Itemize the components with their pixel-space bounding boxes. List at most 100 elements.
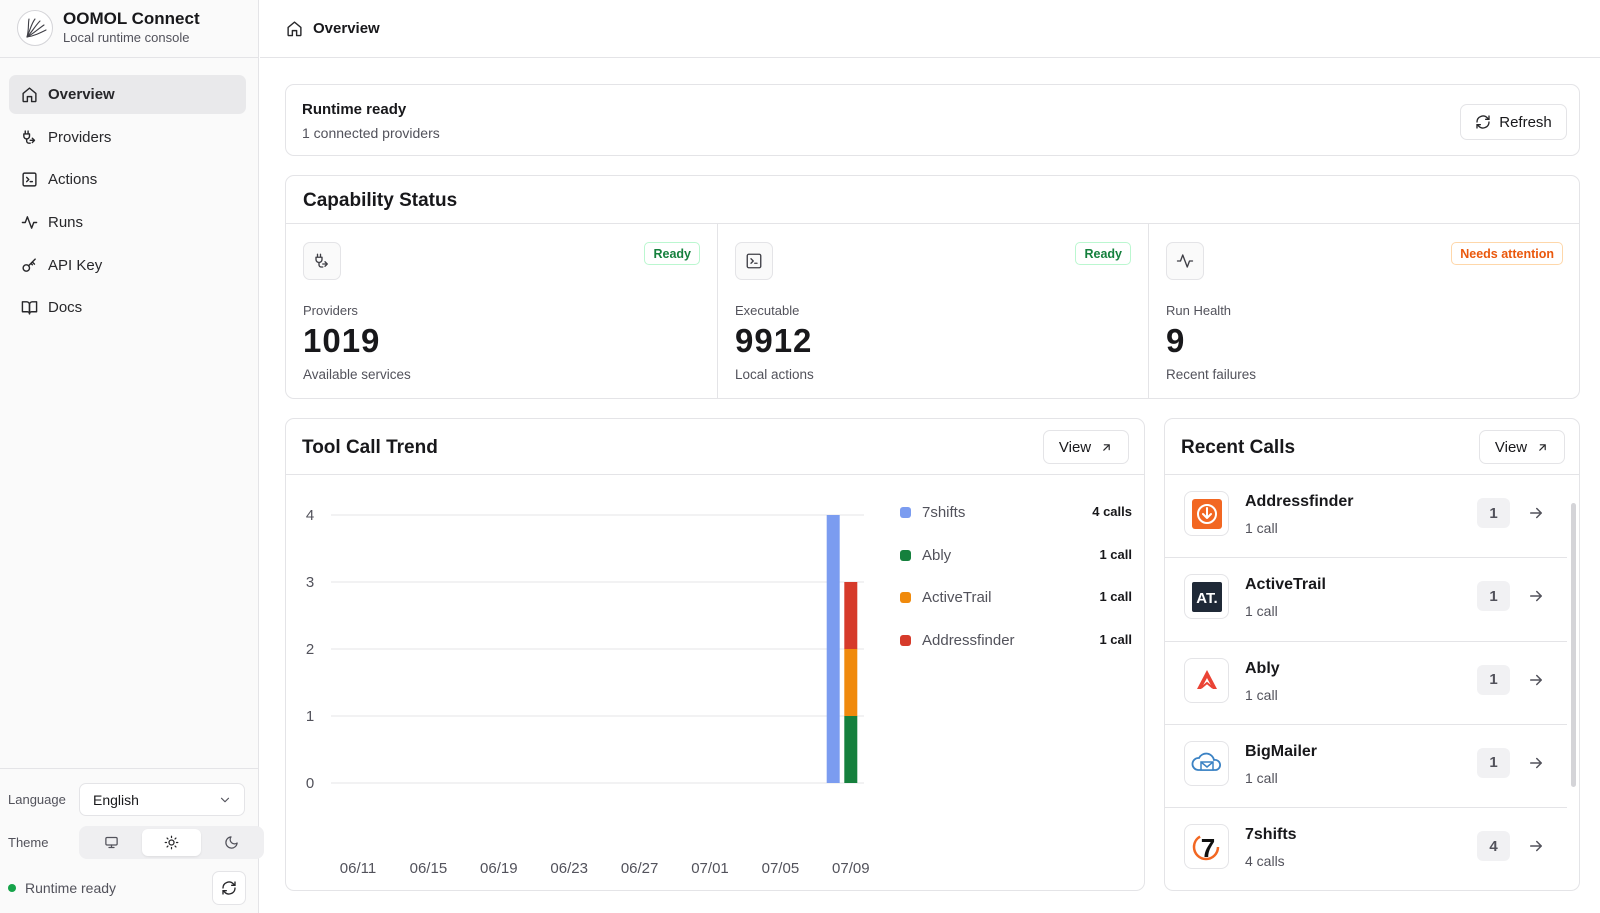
legend-item: Addressfinder 1 call: [900, 632, 1132, 675]
sidebar-item-label: Overview: [48, 86, 115, 103]
status-badge: Needs attention: [1451, 242, 1563, 265]
x-tick-label: 07/01: [691, 860, 729, 877]
legend-swatch: [900, 592, 911, 603]
refresh-button[interactable]: Refresh: [1460, 104, 1567, 140]
trend-view-button[interactable]: View: [1043, 430, 1129, 464]
runtime-status: Runtime ready: [8, 880, 116, 896]
monitor-icon: [105, 836, 119, 849]
arrow-right-icon[interactable]: [1527, 587, 1545, 605]
x-tick-label: 06/11: [340, 860, 376, 877]
sidebar-item-label: Runs: [48, 214, 84, 232]
sidebar-refresh-button[interactable]: [212, 871, 246, 905]
provider-name: BigMailer: [1245, 742, 1318, 760]
terminal-icon: [735, 242, 773, 280]
sidebar-item-docs[interactable]: Docs: [9, 288, 246, 327]
arrow-right-icon[interactable]: [1527, 754, 1545, 772]
sidebar-item-runs[interactable]: Runs: [9, 203, 246, 242]
chart-legend: 7shifts 4 calls Ably 1 call ActiveTrail …: [900, 504, 1132, 674]
capability-value: 9: [1166, 322, 1186, 359]
refresh-icon: [1476, 115, 1490, 129]
call-count-text: 1 call: [1245, 769, 1278, 786]
list-item[interactable]: BigMailer 1 call 1: [1165, 725, 1567, 809]
list-item[interactable]: Addressfinder 1 call 1: [1165, 475, 1567, 559]
runtime-subtitle: 1 connected providers: [302, 125, 440, 141]
recent-view-button[interactable]: View: [1479, 430, 1565, 464]
runtime-status-row: Runtime ready: [8, 871, 246, 905]
capability-title: Capability Status: [303, 190, 458, 211]
arrow-right-icon[interactable]: [1527, 837, 1545, 855]
list-item[interactable]: 7 7shifts 4 calls 4: [1165, 808, 1567, 890]
app-title: OOMOL Connect: [63, 9, 200, 28]
ably-logo-icon: [1184, 657, 1229, 703]
list-item[interactable]: Ably 1 call 1: [1165, 642, 1567, 725]
legend-value: 1 call: [1099, 546, 1132, 562]
recent-calls-scrollbar[interactable]: [1571, 503, 1576, 787]
sidebar-item-actions[interactable]: Actions: [9, 160, 246, 199]
y-tick-label: 0: [306, 775, 314, 792]
moon-icon: [224, 836, 238, 849]
capability-value: 9912: [735, 322, 813, 359]
theme-dark-button[interactable]: [201, 829, 261, 856]
count-badge: 1: [1477, 581, 1510, 612]
sidebar-item-overview[interactable]: Overview: [9, 75, 246, 114]
home-icon: [287, 21, 302, 37]
sidebar-item-api-key[interactable]: API Key: [9, 246, 246, 285]
language-row: Language English: [8, 783, 245, 816]
capability-cell-providers: Ready Providers 1019 Available services: [286, 224, 717, 399]
provider-name: 7shifts: [1245, 826, 1297, 844]
sun-icon: [164, 835, 179, 850]
capability-label: Run Health: [1166, 303, 1232, 318]
home-icon: [22, 87, 37, 103]
status-badge: Ready: [1075, 242, 1131, 265]
bar-activetrail[interactable]: [844, 649, 858, 716]
svg-text:7: 7: [1200, 833, 1214, 863]
call-count-text: 1 call: [1245, 520, 1278, 536]
capability-label: Executable: [735, 303, 800, 318]
provider-name: Addressfinder: [1245, 493, 1354, 510]
legend-value: 1 call: [1099, 589, 1132, 604]
app-subtitle: Local runtime console: [63, 30, 190, 45]
legend-swatch: [900, 507, 911, 518]
sidebar-nav: Overview Providers Actions Runs API Key …: [9, 75, 246, 331]
status-dot: [8, 884, 16, 892]
arrow-right-icon[interactable]: [1527, 671, 1545, 689]
bar-addressfinder[interactable]: [844, 582, 858, 649]
trend-title: Tool Call Trend: [302, 437, 438, 458]
legend-swatch: [900, 634, 911, 646]
theme-light-button[interactable]: [141, 829, 202, 856]
sidebar-item-providers[interactable]: Providers: [9, 118, 246, 157]
capability-desc: Available services: [303, 367, 411, 382]
x-tick-label: 07/05: [762, 860, 800, 877]
activetrail-logo-icon: AT.: [1184, 574, 1229, 620]
capability-desc: Recent failures: [1166, 367, 1257, 382]
x-tick-label: 06/19: [480, 860, 518, 877]
capability-value: 1019: [303, 322, 381, 359]
legend-swatch: [900, 549, 911, 561]
legend-item: 7shifts 4 calls: [900, 504, 1132, 547]
arrow-right-icon[interactable]: [1527, 504, 1545, 522]
refresh-icon: [222, 881, 236, 895]
x-tick-label: 06/27: [621, 860, 659, 877]
tool-call-trend-chart: 0 1 2 3 4 06/11 06/15 06/19 06/23 06/27 07/01 07/05…: [306, 507, 870, 877]
runtime-title: Runtime ready: [302, 101, 407, 118]
theme-system-button[interactable]: [82, 829, 142, 856]
legend-value: 1 call: [1099, 631, 1132, 647]
legend-label: Ably: [922, 546, 952, 564]
language-select[interactable]: English: [79, 783, 245, 816]
list-item[interactable]: AT. ActiveTrail 1 call 1: [1165, 558, 1567, 642]
call-count-text: 1 call: [1245, 603, 1278, 620]
capability-label: Providers: [303, 303, 358, 318]
legend-item: ActiveTrail 1 call: [900, 589, 1132, 632]
terminal-icon: [22, 172, 37, 187]
count-badge: 4: [1477, 831, 1510, 862]
arrow-up-right-icon: [1539, 443, 1546, 451]
bar-7shifts[interactable]: [826, 515, 840, 783]
theme-label: Theme: [8, 835, 49, 850]
bar-ably[interactable]: [844, 716, 858, 783]
view-label: View: [1494, 438, 1528, 456]
call-count-text: 4 calls: [1245, 853, 1285, 870]
sidebar-item-label: Providers: [48, 128, 112, 146]
sidebar-bottom-divider: [0, 768, 259, 769]
x-tick-label: 06/23: [550, 860, 588, 877]
chevron-down-icon: [220, 797, 230, 802]
